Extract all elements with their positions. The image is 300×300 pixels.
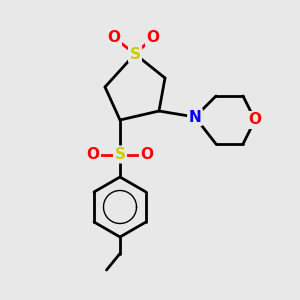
Text: O: O — [86, 147, 100, 162]
Text: O: O — [107, 30, 121, 45]
Text: O: O — [140, 147, 154, 162]
Text: N: N — [189, 110, 201, 124]
Text: O: O — [248, 112, 262, 128]
Text: S: S — [130, 46, 140, 62]
Text: S: S — [115, 147, 125, 162]
Text: O: O — [146, 30, 160, 45]
